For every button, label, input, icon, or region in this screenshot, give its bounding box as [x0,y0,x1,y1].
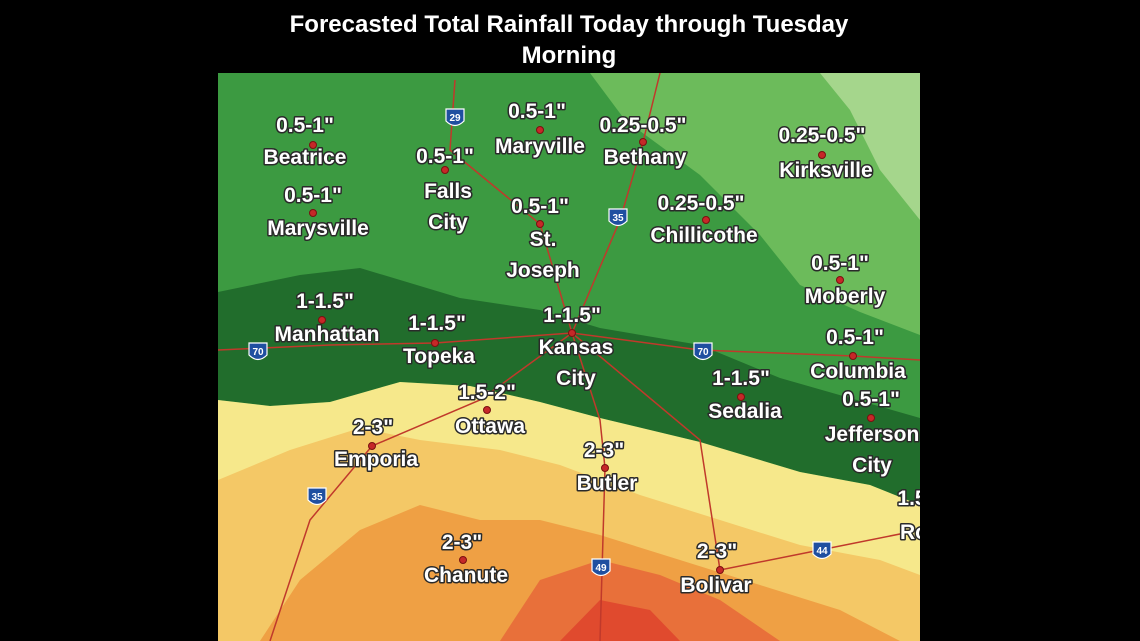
city-name: Columbia [810,360,906,383]
road [571,72,661,334]
city-name: Bethany [604,146,687,169]
rainfall-amount: 0.5-1" [508,100,566,123]
city-dot [431,339,439,347]
interstate-number: 35 [311,492,323,503]
city-dot [639,138,647,146]
city-name: Topeka [403,345,475,368]
city-name: Bolivar [680,574,751,597]
interstate-shield [307,487,327,506]
city-dot [818,151,826,159]
city-name: Moberly [805,285,886,308]
city-dot [536,126,544,134]
rainfall-amount: 2-3" [697,540,737,563]
interstate-number: 70 [252,347,264,358]
labels: 0.5-1" Beatrice 0.5-1" Marysville 0.5-1" Fall… [248,99,928,599]
city-name: Emporia [334,448,418,471]
interstate-shield [812,541,832,560]
city-dot [836,276,844,284]
city-dot [459,556,467,564]
city-name: Beatrice [264,146,347,169]
city-name: Jefferson [825,423,920,446]
interstate-shield [591,558,611,577]
city-dot [309,209,317,217]
city-name: City [428,211,468,234]
city-name: Ro [900,521,928,544]
interstate-shield [693,342,713,361]
city-dot [867,414,875,422]
rainfall-amount: 0.25-0.5" [778,124,865,147]
rainfall-amount: 0.25-0.5" [599,114,686,137]
city-name: Ottawa [455,415,525,438]
city-dot [536,220,544,228]
rainfall-amount: 2-3" [584,439,624,462]
city-name: Manhattan [275,323,380,346]
zone-dark-orange [500,560,780,641]
city-dot [318,316,326,324]
rainfall-amount: 1-1.5" [296,290,354,313]
city-dot [309,141,317,149]
interstate-number: 44 [816,546,828,557]
zone-red [560,600,680,641]
zone-light-green [590,73,920,335]
interstate-number: 35 [612,213,624,224]
city-name: Chillicothe [650,224,757,247]
city-name: City [852,454,892,477]
city-name: St. [530,228,557,251]
city-name: Chanute [424,564,508,587]
city-dot [441,166,449,174]
rainfall-amount: 0.25-0.5" [657,192,744,215]
city-dot [702,216,710,224]
rainfall-amount: 0.5-1" [416,145,474,168]
interstate-shield [445,108,465,127]
rainfall-amount: 0.5-1" [511,195,569,218]
city-name: City [556,367,596,390]
city-dot [737,393,745,401]
city-dot [601,464,609,472]
rainfall-amount: 1-1.5" [543,304,601,327]
rainfall-amount: 0.5-1" [284,184,342,207]
rainfall-amount: 0.5-1" [811,252,869,275]
city-name: Kansas [539,336,614,359]
rainfall-amount: 1.5-2" [458,381,516,404]
city-dot [483,406,491,414]
rainfall-amount: 1-1.5" [408,312,466,335]
rainfall-amount: 0.5-1" [276,114,334,137]
city-name: Falls [424,180,472,203]
city-name: Maryville [495,135,585,158]
city-name: Marysville [267,217,369,240]
city-name: Joseph [506,259,580,282]
rainfall-amount: 0.5-1" [826,326,884,349]
city-name: Kirksville [779,159,872,182]
city-name: Sedalia [708,400,782,423]
interstate-shield [608,208,628,227]
rainfall-amount: 0.5-1" [842,388,900,411]
city-dot [568,329,576,337]
city-name: Butler [577,472,638,495]
rainfall-amount: 1.5 [897,487,927,510]
rainfall-amount: 2-3" [442,531,482,554]
title-line: Forecasted Total Rainfall Today through … [290,11,849,38]
zone-dark-green [218,268,920,505]
interstate-number: 49 [595,563,607,574]
city-dot [716,566,724,574]
rainfall-amount: 1-1.5" [712,367,770,390]
zone-lightest-green [820,73,920,220]
title-bar [218,0,920,73]
city-dot [368,442,376,450]
interstate-shield [248,342,268,361]
title-line: Morning [522,42,617,69]
interstate-number: 29 [449,113,461,124]
rainfall-amount: 2-3" [353,416,393,439]
interstate-number: 70 [697,347,709,358]
city-dot [849,352,857,360]
map [218,72,920,641]
